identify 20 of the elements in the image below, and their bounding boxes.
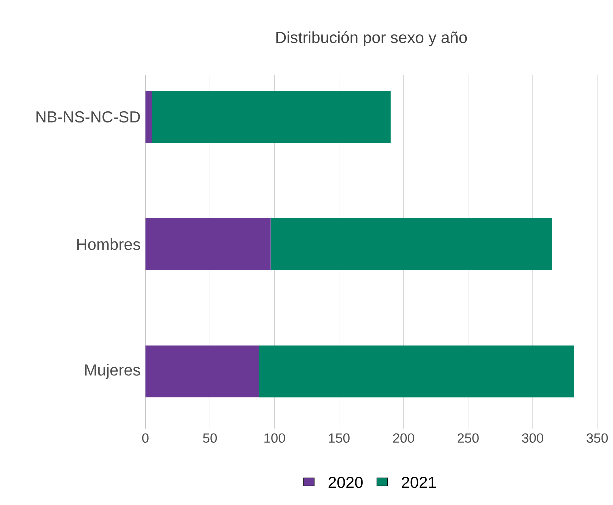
- y-tick-label: Mujeres: [85, 364, 140, 380]
- y-tick-label: NB-NS-NC-SD: [36, 112, 140, 123]
- x-tick-label: 0: [142, 434, 149, 444]
- bar: [259, 346, 574, 398]
- bar: [146, 346, 260, 398]
- x-tick-label: 300: [522, 434, 544, 444]
- legend-label: 2021: [402, 477, 436, 488]
- x-tick-label: 100: [264, 434, 286, 444]
- bar: [146, 91, 152, 144]
- bar: [152, 91, 391, 144]
- x-tick-label: 50: [203, 434, 218, 444]
- bar: [270, 218, 552, 270]
- legend-label: 2020: [328, 477, 363, 488]
- x-tick-label: 350: [586, 434, 608, 444]
- y-tick-label: Hombres: [78, 238, 140, 250]
- x-tick-label: 250: [458, 434, 479, 444]
- bar: [146, 218, 271, 270]
- x-tick-label: 200: [393, 434, 414, 444]
- chart-title: Distribución por sexo y año: [276, 32, 468, 47]
- x-tick-label: 150: [329, 434, 350, 444]
